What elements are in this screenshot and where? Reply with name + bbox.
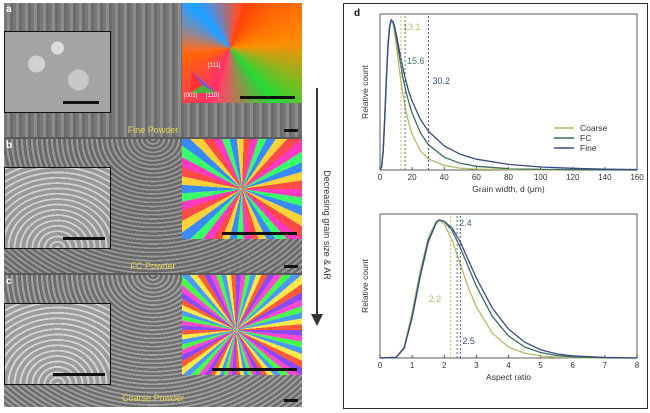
panel-caption: Coarse Powder	[121, 393, 185, 403]
x-tick-label: 4	[506, 361, 511, 370]
x-tick-label: 120	[566, 173, 580, 182]
series-line-coarse	[379, 219, 637, 359]
series-line-fine	[379, 219, 638, 359]
x-tick-label: 160	[630, 173, 644, 182]
panel-label: a	[6, 4, 12, 15]
sem-inset	[4, 303, 111, 385]
sem-inset	[4, 167, 111, 249]
scale-bar	[284, 129, 298, 132]
ipf-label-001: [001]	[184, 93, 198, 99]
panel-caption: Fine Powder	[127, 125, 179, 135]
legend-label-fc: FC	[580, 133, 591, 143]
x-tick-label: 8	[635, 361, 640, 370]
ebsd-map	[182, 139, 302, 239]
panel-caption: FC Powder	[130, 261, 176, 271]
scale-bar	[284, 265, 298, 268]
median-label-coarse: 13.1	[403, 22, 421, 32]
median-label-fine: 30.2	[433, 76, 451, 86]
x-tick-label: 140	[598, 173, 612, 182]
x-tick-label: 0	[378, 361, 383, 370]
y-axis-label: Relative count	[360, 258, 370, 313]
scale-bar	[212, 368, 297, 371]
micrograph-figure: [111] [001] [110] a Fine Powder b FC Pow…	[4, 3, 302, 407]
ipf-label-111: [111]	[208, 63, 221, 69]
scale-bar	[63, 237, 105, 240]
x-tick-label: 3	[474, 361, 479, 370]
legend-label-coarse: Coarse	[580, 123, 608, 133]
x-axis-label: Aspect ratio	[486, 372, 531, 382]
distribution-plots: d 0 20 40 60 80 100 120 140 160 Grain width, d (μ…	[343, 3, 648, 409]
x-tick-label: 1	[410, 361, 415, 370]
x-axis-label: Grain width, d (μm)	[472, 184, 545, 194]
x-tick-label: 0	[378, 173, 383, 182]
sem-inset	[4, 31, 111, 113]
x-tick-label: 100	[534, 173, 548, 182]
y-axis-label: Relative count	[360, 64, 370, 119]
series-line-fc	[379, 219, 638, 359]
scale-bar	[240, 96, 295, 99]
scale-bar	[222, 232, 297, 235]
ebsd-map	[182, 275, 302, 375]
scale-bar	[63, 101, 99, 104]
panel-label: c	[6, 276, 12, 287]
legend-label-fine: Fine	[580, 143, 597, 153]
x-tick-label: 60	[472, 173, 481, 182]
x-tick-label: 20	[408, 173, 417, 182]
series-line-coarse	[379, 18, 637, 171]
ipf-triangle-icon	[190, 71, 216, 93]
panel-b: b FC Powder	[4, 139, 302, 273]
ipf-label-110: [110]	[206, 93, 219, 99]
x-tick-label: 80	[504, 173, 513, 182]
panel-label: d	[354, 8, 361, 19]
series-line-fine	[379, 18, 638, 171]
arrow-label: Decreasing grain size & AR	[322, 170, 332, 280]
median-label-fc: 2.4	[459, 218, 472, 228]
x-tick-label: 5	[538, 361, 543, 370]
panel-a: [111] [001] [110] a Fine Powder	[4, 3, 302, 137]
scale-bar	[53, 373, 105, 376]
x-tick-label: 7	[603, 361, 608, 370]
panel-c: c Coarse Powder	[4, 275, 302, 407]
median-label-coarse: 2.2	[429, 294, 442, 304]
scale-bar	[284, 399, 298, 402]
x-tick-label: 40	[440, 173, 449, 182]
x-tick-label: 2	[442, 361, 447, 370]
x-tick-label: 6	[571, 361, 576, 370]
ipf-legend: [111] [001] [110]	[184, 63, 224, 99]
median-label-fc: 15.6	[407, 56, 425, 66]
down-arrow-icon	[311, 88, 323, 326]
panel-label: b	[6, 140, 13, 151]
ebsd-map: [111] [001] [110]	[182, 3, 302, 103]
median-label-fine: 2.5	[462, 336, 475, 346]
